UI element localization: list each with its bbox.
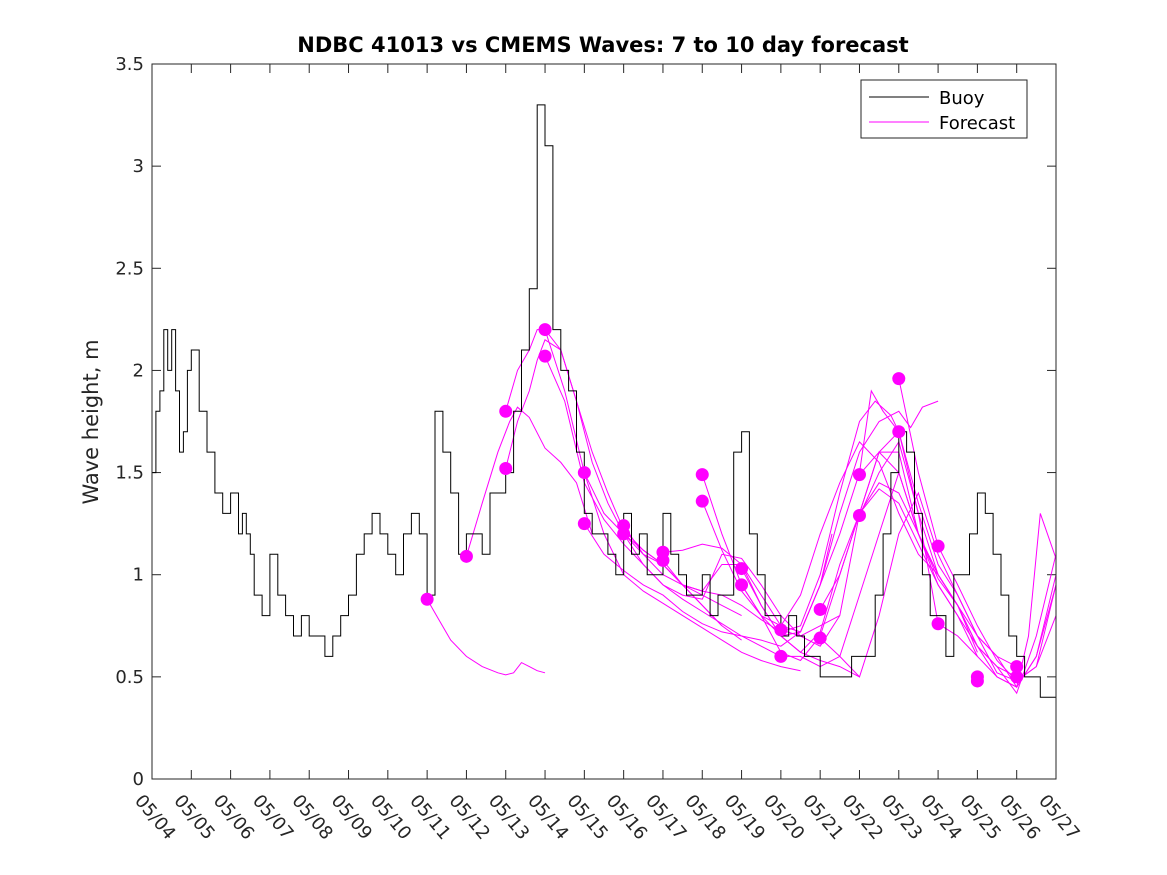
forecast-marker <box>852 508 866 522</box>
forecast-marker <box>813 631 827 645</box>
forecast-line <box>898 431 1057 688</box>
axes-frame <box>151 63 1057 780</box>
y-tick-label: 1 <box>133 565 144 586</box>
forecast-line <box>662 400 900 633</box>
y-tick-label: 1.5 <box>115 463 144 484</box>
forecast-line <box>426 598 546 676</box>
legend: Buoy Forecast <box>860 79 1028 139</box>
forecast-marker <box>577 466 591 480</box>
forecast-line <box>583 523 833 647</box>
forecast-marker <box>695 468 709 482</box>
forecast-marker <box>420 592 434 606</box>
legend-buoy-label: Buoy <box>939 88 985 109</box>
forecast-line <box>898 378 1057 682</box>
y-tick-label: 3 <box>133 156 144 177</box>
forecast-marker <box>735 562 749 576</box>
forecast-line <box>859 440 1057 695</box>
forecast-marker <box>656 553 670 567</box>
y-tick-label: 3.5 <box>115 54 144 75</box>
forecast-marker <box>459 549 473 563</box>
forecast-marker <box>892 372 906 386</box>
legend-box <box>860 79 1028 139</box>
legend-forecast-label: Forecast <box>939 113 1015 134</box>
y-tick-label: 2.5 <box>115 258 144 279</box>
forecast-marker <box>931 617 945 631</box>
plot-area: 00.511.522.533.505/0405/0505/0605/0705/0… <box>115 54 1083 844</box>
forecast-line <box>465 406 593 557</box>
forecast-marker <box>774 649 788 663</box>
forecast-marker <box>970 674 984 688</box>
forecast-marker <box>499 461 513 475</box>
forecast-marker <box>538 349 552 363</box>
y-tick-label: 0 <box>133 769 144 790</box>
y-axis-label: Wave height, m <box>79 339 103 504</box>
plot-background <box>152 64 1056 779</box>
forecast-marker <box>695 494 709 508</box>
forecast-marker <box>1010 670 1024 684</box>
y-tick-label: 2 <box>133 360 144 381</box>
forecast-marker <box>852 468 866 482</box>
y-tick-label: 0.5 <box>115 667 144 688</box>
chart-title: NDBC 41013 vs CMEMS Waves: 7 to 10 day f… <box>297 33 908 57</box>
forecast-marker <box>538 323 552 337</box>
forecast-marker <box>931 539 945 553</box>
forecast-marker <box>577 517 591 531</box>
forecast-marker <box>892 425 906 439</box>
forecast-marker <box>735 578 749 592</box>
forecast-marker <box>813 602 827 616</box>
forecast-marker <box>499 404 513 418</box>
forecast-line <box>544 329 742 617</box>
forecast-marker <box>617 527 631 541</box>
forecast-marker <box>1010 660 1024 674</box>
buoy-line <box>152 104 1057 698</box>
forecast-marker <box>774 623 788 637</box>
